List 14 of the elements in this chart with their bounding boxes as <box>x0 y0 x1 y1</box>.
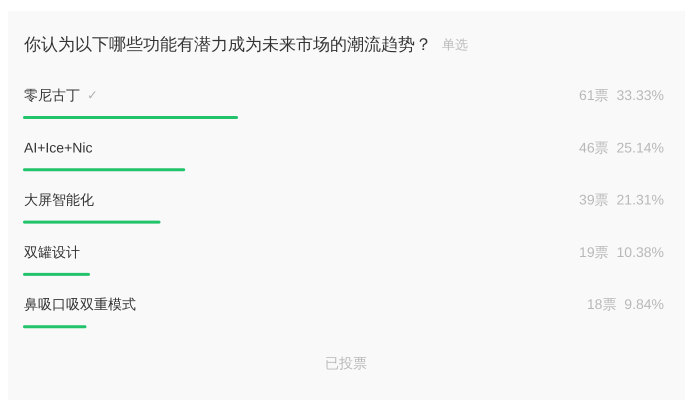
category-label: 零尼古丁 <box>24 87 80 103</box>
category-label: 鼻吸口吸双重模式 <box>24 296 136 312</box>
annotation: 已投票 <box>325 355 367 371</box>
value-label: 39票 21.31% <box>579 192 664 208</box>
value-label: 46票 25.14% <box>579 139 664 156</box>
value-label: 18票 9.84% <box>586 296 664 312</box>
subtitle: 单选 <box>442 37 468 52</box>
value-label: 19票 10.38% <box>579 244 664 260</box>
category-label: 双罐设计 <box>24 244 80 260</box>
category-label: AI+Ice+Nic <box>24 139 92 156</box>
value-label: 61票 33.33% <box>579 87 664 103</box>
category-label: 大屏智能化 <box>24 192 94 208</box>
title: 你认为以下哪些功能有潜力成为未来市场的潮流趋势？ <box>24 35 432 54</box>
annotation: ✓ <box>87 88 98 102</box>
